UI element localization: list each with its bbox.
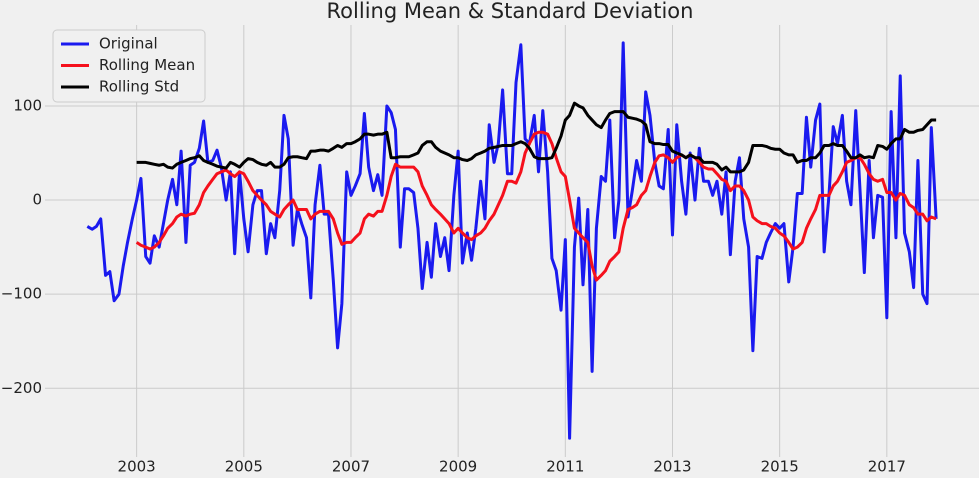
x-tick-label: 2017 — [868, 458, 906, 476]
y-tick-label: −200 — [1, 379, 42, 397]
series-line — [136, 101, 937, 174]
x-tick-label: 2005 — [225, 458, 263, 476]
x-tick-label: 2003 — [118, 458, 156, 476]
lines — [86, 41, 938, 440]
legend-label: Rolling Std — [99, 78, 179, 96]
y-tick-label: −100 — [1, 285, 42, 303]
legend-label: Rolling Mean — [99, 56, 195, 74]
x-tick-label: 2013 — [653, 458, 691, 476]
series-line — [86, 41, 938, 440]
x-tick-label: 2009 — [439, 458, 477, 476]
legend: Original Rolling Mean Rolling Std — [52, 29, 206, 103]
legend-box — [52, 29, 206, 103]
x-tick-label: 2015 — [761, 458, 799, 476]
y-tick-label: 0 — [32, 191, 42, 209]
legend-label: Original — [99, 35, 158, 53]
x-tick-label: 2007 — [332, 458, 370, 476]
chart-title: Rolling Mean & Standard Deviation — [327, 0, 694, 23]
series-line — [135, 130, 937, 282]
x-tick-label: 2011 — [546, 458, 584, 476]
y-tick-label: 100 — [13, 96, 42, 114]
